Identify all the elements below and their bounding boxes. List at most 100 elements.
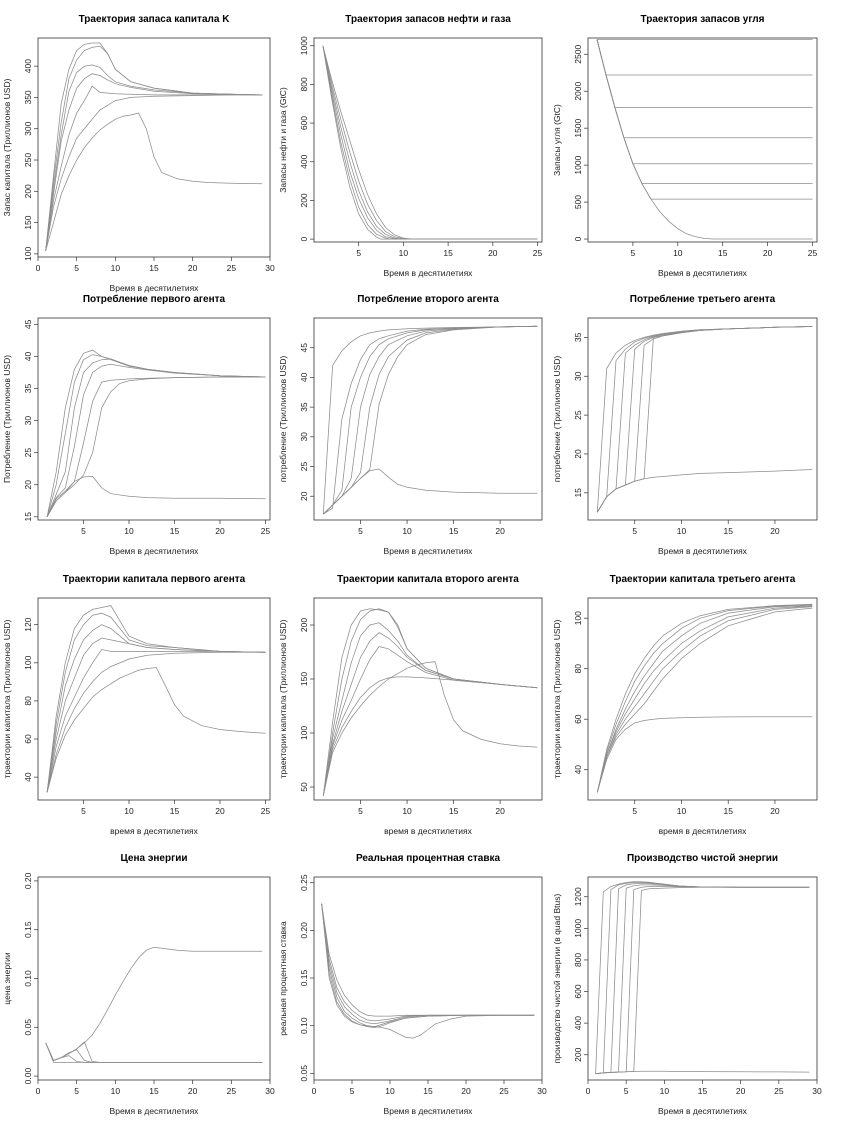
x-axis-label: Время в десятилетиях — [658, 1106, 748, 1116]
y-axis-label: Потребление (Триллионов USD) — [2, 355, 12, 483]
y-tick-label: 120 — [23, 617, 33, 631]
series-line-2 — [321, 903, 535, 1022]
x-axis-label: время в десятилетиях — [384, 826, 472, 836]
x-axis-label: Время в десятилетиях — [384, 268, 474, 278]
y-axis-label: траектории капитала (Триллионов USD) — [2, 619, 12, 778]
plot-frame — [313, 37, 543, 243]
chart-capital-stock: Траектория запаса капитала K 0 5 10 15 20 25 30… — [2, 14, 275, 293]
series-line-7 — [45, 112, 263, 251]
series-line-1 — [322, 325, 538, 515]
x-tick-label: 15 — [149, 1086, 159, 1096]
x-axis-label: время в десятилетиях — [659, 826, 747, 836]
series-line-4 — [46, 363, 266, 517]
series-line-6 — [321, 903, 535, 1039]
series-line-8 — [596, 39, 813, 240]
chart-title: Траектория запасов нефти и газа — [345, 13, 511, 25]
series-line-5 — [595, 886, 810, 1075]
series-line-7 — [46, 476, 266, 517]
y-tick-label: 35 — [23, 384, 33, 394]
series-line-5 — [596, 606, 813, 793]
x-tick-label: 5 — [632, 526, 637, 536]
x-tick-label: 15 — [170, 806, 180, 816]
x-tick-label: 25 — [499, 1086, 509, 1096]
y-axis-label: реальная процентная ставка — [278, 921, 288, 1036]
x-tick-label: 10 — [111, 1086, 121, 1096]
x-tick-label: 5 — [624, 1086, 629, 1096]
series-line-4 — [596, 605, 813, 793]
chart-title: Траектория запасов угля — [641, 14, 765, 25]
y-tick-label: 35 — [299, 402, 309, 412]
x-tick-label: 20 — [461, 1086, 471, 1096]
x-axis-label: Время в десятилетиях — [384, 546, 474, 556]
x-tick-label: 0 — [312, 1086, 317, 1096]
series-line-2 — [596, 39, 813, 76]
series-line-4 — [46, 637, 266, 793]
chart-clean-energy-production: Производство чистой энергии 0 5 10 15 20 25 30 2… — [552, 853, 822, 1116]
series-line-6 — [322, 676, 538, 796]
chart-oil-gas-reserves: Траектория запасов нефти и газа 5 10 15 20 25… — [278, 13, 543, 278]
x-tick-label: 25 — [227, 263, 237, 273]
series-line-2 — [46, 605, 266, 793]
x-tick-label: 15 — [423, 1086, 433, 1096]
y-tick-label: 200 — [23, 184, 33, 198]
chart-energy-price: Цена энергии 0 5 10 15 20 25 30 0.00 0.05 0.10 0.15… — [2, 853, 275, 1116]
x-tick-label: 15 — [723, 526, 733, 536]
y-tick-label: 200 — [299, 618, 309, 632]
y-tick-label: 100 — [23, 247, 33, 261]
y-tick-label: 40 — [23, 772, 33, 782]
series-line-6 — [46, 651, 266, 793]
y-tick-label: 0.15 — [299, 969, 309, 986]
y-tick-label: 150 — [299, 672, 309, 686]
y-tick-label: 25 — [299, 462, 309, 472]
y-axis-label: Запасы нефти и газа (GtC) — [278, 87, 288, 193]
y-tick-label: 1500 — [573, 118, 583, 137]
x-tick-label: 0 — [36, 263, 41, 273]
x-tick-label: 30 — [265, 263, 275, 273]
series-line-3 — [46, 624, 266, 793]
series-line-2 — [46, 354, 266, 517]
chart-title: Траектории капитала третьего агента — [610, 574, 796, 585]
y-tick-label: 0.20 — [299, 922, 309, 939]
x-tick-label: 20 — [495, 526, 505, 536]
y-tick-label: 0.10 — [299, 1017, 309, 1034]
x-tick-label: 0 — [586, 1086, 591, 1096]
series-line-3 — [46, 358, 266, 517]
plot-frame — [37, 317, 271, 521]
y-tick-label: 20 — [299, 491, 309, 501]
plot-frame — [587, 597, 818, 801]
x-tick-label: 20 — [215, 526, 225, 536]
y-tick-label: 600 — [299, 116, 309, 130]
x-tick-label: 10 — [673, 248, 683, 258]
x-tick-label: 30 — [537, 1086, 547, 1096]
chart-title: Потребление второго агента — [357, 293, 499, 305]
series-line-1 — [46, 612, 266, 793]
series-line-5 — [45, 946, 263, 1061]
plot-frame — [587, 317, 818, 521]
y-tick-label: 45 — [23, 319, 33, 329]
series-line-7 — [323, 468, 538, 515]
x-tick-label: 0 — [36, 1086, 41, 1096]
series-line-6 — [595, 886, 810, 1075]
x-tick-label: 25 — [261, 526, 271, 536]
x-axis-label: Время в десятилетиях — [110, 283, 200, 293]
y-tick-label: 300 — [23, 121, 33, 135]
plot-frame — [37, 876, 271, 1081]
x-tick-label: 20 — [488, 248, 498, 258]
series-line-3 — [323, 325, 538, 515]
chart-capital-agent-3: Траектории капитала третьего агента 5 10 15… — [552, 574, 818, 836]
y-tick-label: 1000 — [299, 36, 309, 55]
y-tick-label: 800 — [573, 953, 583, 967]
series-line-5 — [46, 376, 266, 517]
series-line-4 — [321, 903, 535, 1027]
x-axis-label: Время в десятилетиях — [658, 268, 748, 278]
series-line-5 — [46, 649, 266, 793]
series-line-7 — [322, 661, 538, 796]
chart-title: Траектории капитала второго агента — [337, 574, 519, 585]
y-tick-label: 200 — [299, 193, 309, 207]
x-tick-label: 20 — [736, 1086, 746, 1096]
plot-frame — [313, 876, 543, 1081]
y-tick-label: 15 — [23, 512, 33, 522]
y-tick-label: 20 — [23, 480, 33, 490]
x-tick-label: 10 — [660, 1086, 670, 1096]
x-tick-label: 10 — [111, 263, 121, 273]
